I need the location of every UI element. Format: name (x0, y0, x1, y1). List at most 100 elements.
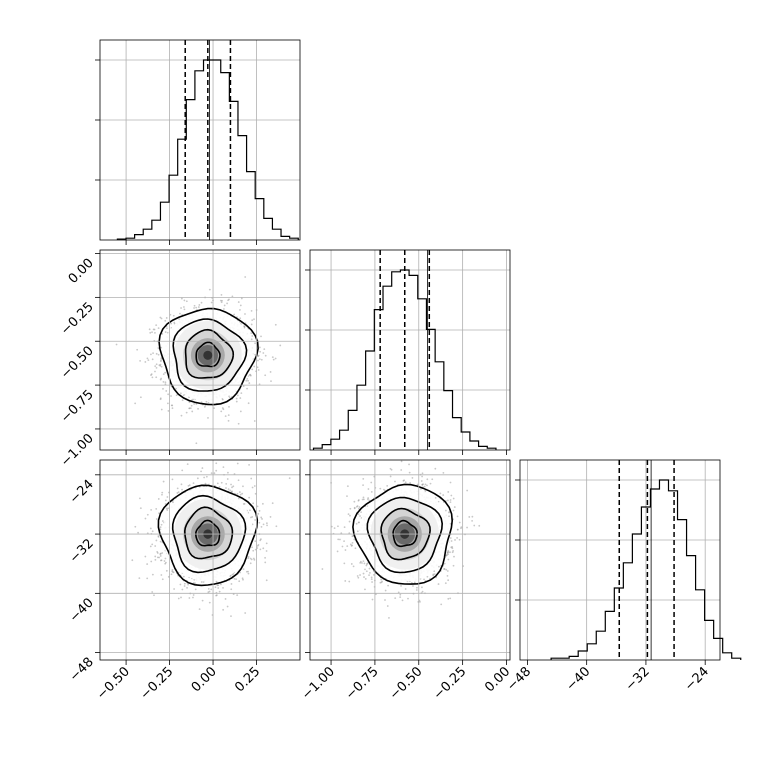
scatter-point (193, 304, 196, 307)
scatter-point (228, 405, 230, 408)
scatter-point (416, 586, 418, 589)
scatter-point (447, 579, 450, 582)
scatter-point (333, 527, 336, 530)
scatter-point (180, 414, 183, 417)
scatter-point (253, 318, 255, 321)
scatter-point (249, 374, 252, 377)
scatter-point (181, 469, 184, 472)
scatter-point (183, 308, 186, 311)
scatter-point (362, 498, 365, 501)
scatter-point (237, 479, 240, 482)
scatter-point (159, 316, 162, 319)
scatter-point (272, 358, 275, 361)
scatter-point (172, 501, 174, 504)
scatter-point (254, 540, 257, 543)
scatter-point (215, 462, 218, 465)
scatter-point (260, 358, 263, 361)
scatter-point (156, 552, 159, 554)
scatter-point (188, 401, 191, 404)
scatter-point (155, 539, 158, 542)
scatter-point (163, 560, 166, 562)
scatter-point (251, 335, 254, 337)
histogram-series (116, 59, 299, 240)
scatter-point (201, 599, 204, 602)
scatter-point (260, 516, 263, 519)
scatter-point (266, 524, 268, 527)
scatter-point (194, 582, 197, 585)
scatter-point (336, 550, 339, 553)
scatter-point (151, 358, 154, 361)
scatter-point (424, 483, 427, 486)
scatter-point (203, 476, 206, 479)
scatter-point (248, 463, 250, 466)
scatter-point (224, 415, 227, 417)
scatter-point (182, 575, 185, 578)
scatter-point (218, 590, 221, 593)
scatter-point (364, 578, 367, 580)
scatter-point (150, 560, 153, 563)
scatter-point (186, 586, 188, 589)
scatter-point (193, 307, 195, 309)
scatter-point (154, 365, 157, 368)
scatter-point (165, 317, 168, 319)
scatter-point (144, 361, 147, 363)
scatter-point (262, 523, 265, 526)
scatter-point (149, 527, 152, 530)
scatter-point (164, 319, 167, 322)
scatter-point (257, 369, 260, 371)
scatter-point (169, 313, 172, 316)
scatter-point (449, 501, 452, 504)
scatter-point (192, 398, 194, 401)
scatter-point (170, 573, 173, 576)
scatter-point (242, 578, 244, 581)
scatter-point (197, 306, 200, 308)
scatter-point (166, 509, 169, 511)
scatter-point (207, 591, 210, 594)
scatter-point (159, 528, 162, 531)
scatter-point (226, 302, 229, 305)
scatter-point (271, 356, 274, 359)
scatter-point (358, 506, 361, 508)
scatter-point (258, 358, 261, 361)
scatter-point (181, 588, 184, 591)
scatter-point (134, 525, 137, 528)
scatter-point (186, 463, 189, 466)
scatter-point (218, 486, 221, 488)
scatter-point (252, 557, 255, 560)
scatter-point (357, 513, 360, 516)
scatter-point (188, 407, 191, 410)
scatter-point (229, 575, 232, 578)
scatter-point (228, 396, 231, 399)
scatter-point (181, 488, 183, 491)
contour-line (184, 328, 235, 379)
scatter-point (257, 354, 260, 357)
scatter-point (176, 492, 179, 494)
scatter-point (150, 508, 153, 511)
scatter-point (151, 530, 154, 533)
scatter-point (162, 380, 165, 383)
scatter-point (274, 357, 277, 360)
scatter-point (215, 594, 218, 596)
scatter-point (161, 332, 164, 335)
scatter-point (183, 299, 186, 302)
scatter-point (356, 575, 359, 577)
scatter-point (449, 597, 452, 600)
scatter-point (222, 608, 225, 611)
scatter-point (154, 331, 156, 334)
scatter-point (346, 485, 349, 488)
scatter-point (210, 472, 213, 475)
scatter-point (362, 478, 365, 480)
scatter-point (159, 360, 162, 363)
scatter-point (239, 304, 242, 307)
scatter-point (343, 540, 345, 542)
scatter-point (167, 393, 170, 396)
scatter-point (251, 546, 253, 549)
scatter-point (259, 548, 262, 551)
scatter-point (164, 499, 167, 502)
scatter-point (158, 364, 161, 367)
scatter-point (180, 297, 183, 300)
scatter-point (447, 499, 449, 502)
scatter-point (394, 480, 396, 483)
scatter-point (264, 354, 267, 357)
scatter-point (446, 554, 449, 556)
